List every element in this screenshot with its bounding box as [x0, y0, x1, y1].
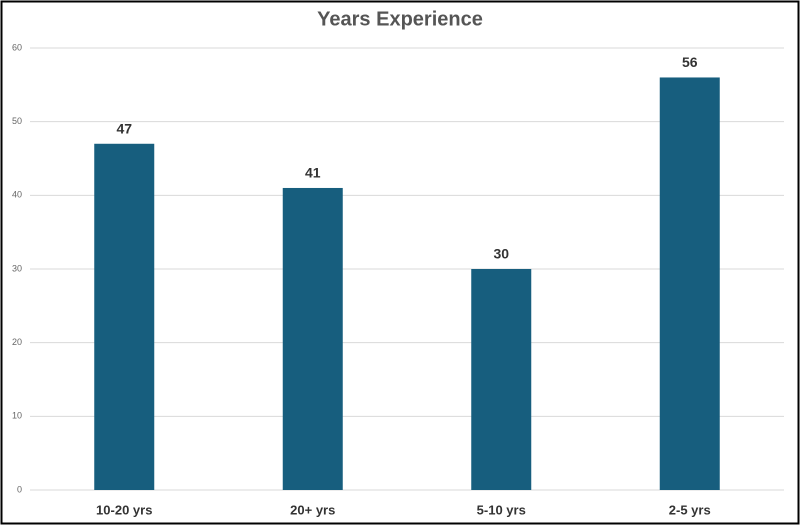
bar: [471, 269, 532, 490]
data-label: 56: [682, 54, 698, 70]
chart-title: Years Experience: [317, 8, 483, 30]
y-tick-label: 10: [12, 411, 22, 421]
data-label: 47: [116, 120, 132, 136]
x-tick-label: 2-5 yrs: [669, 502, 711, 517]
bar: [659, 77, 720, 490]
data-label: 41: [305, 165, 321, 181]
data-label: 30: [493, 246, 509, 262]
x-tick-label: 10-20 yrs: [96, 502, 152, 517]
bar: [282, 187, 343, 490]
y-tick-label: 60: [12, 42, 22, 52]
x-tick-label: 20+ yrs: [290, 502, 335, 517]
y-tick-label: 50: [12, 116, 22, 126]
x-tick-label: 5-10 yrs: [477, 502, 526, 517]
y-tick-label: 20: [12, 337, 22, 347]
bar: [94, 143, 155, 490]
y-tick-label: 0: [17, 484, 22, 494]
y-tick-label: 40: [12, 190, 22, 200]
y-tick-label: 30: [12, 263, 22, 273]
